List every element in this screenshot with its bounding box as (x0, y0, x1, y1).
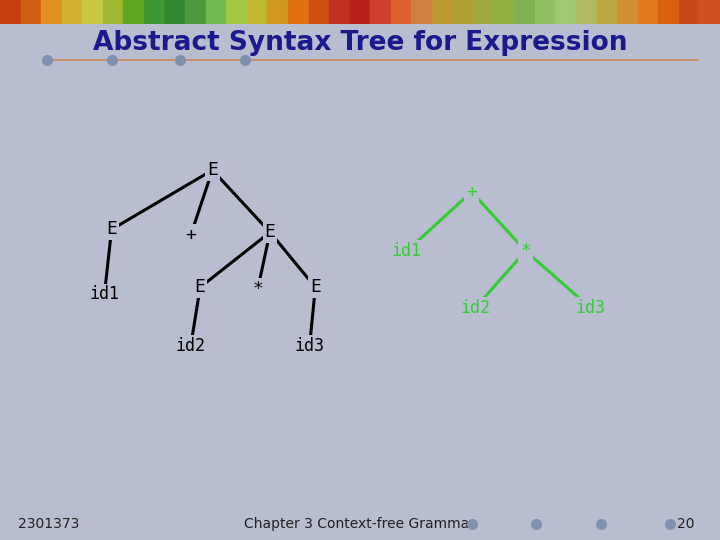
Text: 2301373: 2301373 (18, 517, 79, 531)
Text: E: E (194, 278, 206, 296)
Bar (21, 0, 41, 24)
Bar (329, 0, 350, 24)
Bar (41, 0, 62, 24)
Bar (473, 0, 494, 24)
Bar (267, 0, 288, 24)
Text: +: + (185, 226, 197, 244)
Text: *: * (252, 280, 264, 298)
Bar (411, 0, 432, 24)
Text: *: * (520, 242, 531, 260)
Bar (370, 0, 391, 24)
Bar (82, 0, 103, 24)
Text: id3: id3 (294, 336, 325, 355)
Bar (103, 0, 123, 24)
Bar (185, 0, 206, 24)
Bar (309, 0, 329, 24)
Bar (206, 0, 226, 24)
Bar (350, 0, 370, 24)
Bar (123, 0, 144, 24)
Bar (0, 0, 21, 24)
Text: id3: id3 (575, 299, 606, 317)
Bar (247, 0, 267, 24)
Bar (226, 0, 247, 24)
Text: id2: id2 (176, 336, 206, 355)
Bar (576, 0, 597, 24)
Bar (617, 0, 638, 24)
Bar (453, 0, 473, 24)
Bar (555, 0, 576, 24)
Bar (597, 0, 617, 24)
Bar (699, 0, 720, 24)
Bar (288, 0, 309, 24)
Bar (638, 0, 658, 24)
Bar (679, 0, 699, 24)
Bar (165, 0, 185, 24)
Text: E: E (264, 223, 276, 241)
Text: Chapter 3 Context-free Grammar: Chapter 3 Context-free Grammar (245, 517, 475, 531)
Text: id1: id1 (89, 285, 120, 303)
Text: E: E (207, 161, 218, 179)
Text: 20: 20 (678, 517, 695, 531)
Bar (494, 0, 514, 24)
Text: id2: id2 (460, 299, 490, 317)
Text: E: E (310, 278, 321, 296)
Bar (144, 0, 165, 24)
Text: E: E (106, 220, 117, 239)
Bar (514, 0, 535, 24)
Text: +: + (466, 183, 477, 201)
Bar (658, 0, 679, 24)
Bar (535, 0, 555, 24)
Bar (62, 0, 82, 24)
Text: id1: id1 (392, 242, 422, 260)
Bar (432, 0, 453, 24)
Bar (391, 0, 411, 24)
Text: Abstract Syntax Tree for Expression: Abstract Syntax Tree for Expression (93, 30, 627, 56)
